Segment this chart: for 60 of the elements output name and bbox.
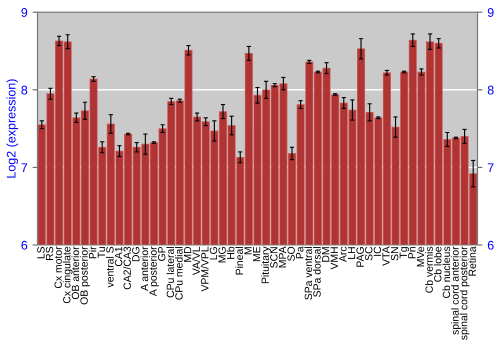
x-tick-label: GP — [158, 246, 166, 261]
y-tick-label: 6 — [21, 240, 28, 250]
x-tick-label: Pituitary — [261, 246, 271, 284]
y-tick-label: 7 — [21, 163, 28, 172]
x-tick-label: Cb lobe — [434, 246, 442, 282]
x-tick-label: CA1 — [114, 246, 122, 266]
x-tick-label: SPa ventral — [304, 247, 312, 300]
y2-tick-label: 8 — [488, 86, 494, 94]
x-tick-label: Tu — [98, 247, 105, 258]
x-tick-label: MVe — [416, 246, 424, 266]
x-tick-label: VMH — [330, 247, 338, 270]
x-tick-label: SPa dorsal — [313, 247, 321, 297]
x-tick-label: SC — [365, 246, 372, 260]
x-tick-label: spinal cord anterior — [451, 246, 461, 335]
x-tick-label: VA/VL — [192, 246, 200, 276]
x-tick-label: DM — [322, 247, 330, 262]
x-tick-label: Cx cingulate — [62, 246, 73, 304]
y-axis-title: Log2 (expression) — [6, 79, 18, 178]
x-tick-label: A anterior — [140, 246, 148, 291]
x-tick-label: CPu lateral — [166, 247, 174, 298]
x-tick-label: ventral S — [106, 246, 114, 288]
x-tick-label: LS — [37, 246, 45, 258]
x-tick-label: Cb nucleus — [442, 246, 450, 298]
x-tick-label: Pir — [88, 246, 96, 258]
x-tick-label: OB posterior — [80, 246, 90, 304]
x-tick-label: SN — [390, 247, 398, 260]
x-tick-label: spinal cord posterior — [460, 246, 470, 340]
x-tick-label: LG — [210, 247, 218, 260]
x-tick-label: RS — [46, 246, 54, 260]
x-tick-label: A posterior — [149, 246, 159, 296]
x-tick-label: CPu medial — [175, 247, 183, 300]
x-tick-label: Pa — [296, 246, 304, 258]
x-tick-label: Tg — [400, 247, 410, 258]
x-tick-label: Retina — [468, 246, 476, 276]
x-tick-label: OB anterior — [71, 246, 80, 300]
x-tick-label: SCN — [270, 247, 278, 268]
x-tick-label: VPM/VPL — [200, 246, 209, 292]
x-tick-label: SO — [287, 246, 295, 261]
y2-tick-label: 7 — [488, 163, 494, 172]
x-tick-label: CA2/CA3 — [123, 246, 131, 290]
x-tick-label: Cb vermis — [425, 246, 433, 293]
y-tick-label: 9 — [21, 8, 28, 17]
x-tick-label: IC — [374, 246, 382, 256]
y2-tick-label: 6 — [488, 240, 494, 250]
x-tick-label: PAG — [356, 247, 364, 267]
x-tick-label: ME — [253, 246, 260, 262]
x-tick-label: M — [244, 247, 252, 254]
y2-tick-label: 9 — [488, 8, 494, 17]
x-tick-label: Pn — [408, 247, 416, 258]
x-tick-label: MPA — [278, 246, 286, 268]
x-tick-label: MD — [184, 246, 192, 262]
x-tick-label: Hb — [226, 246, 234, 259]
x-tick-label: Cx motor — [54, 246, 62, 288]
x-tick-label: DG — [132, 247, 140, 262]
y-tick-label: 8 — [21, 86, 28, 94]
x-tick-label: LH — [348, 247, 356, 259]
x-tick-label: Pineal — [235, 247, 244, 274]
x-tick-label: VTA — [382, 246, 390, 266]
x-tick-label: Arc — [339, 246, 347, 262]
x-tick-label: MG — [218, 247, 226, 262]
